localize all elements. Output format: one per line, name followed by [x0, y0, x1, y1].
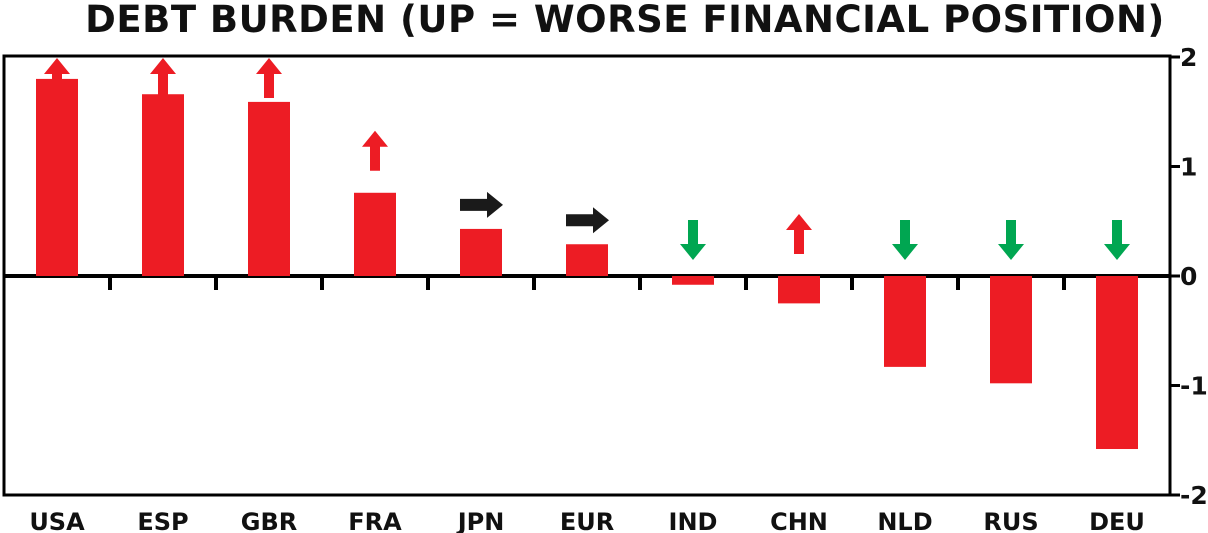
x-tick-label: DEU [1089, 508, 1145, 533]
bar-fra [354, 192, 396, 276]
x-tick-label: ESP [137, 508, 188, 533]
bar-gbr [248, 101, 290, 277]
x-tick-label: GBR [241, 508, 297, 533]
x-tick-label: USA [29, 508, 85, 533]
bar-chn [778, 276, 820, 304]
y-tick-label: 0 [1180, 262, 1197, 291]
bar-eur [566, 244, 608, 276]
bar-esp [142, 94, 184, 276]
trend-arrow-up-icon [786, 214, 812, 254]
x-tick-label: RUS [983, 508, 1038, 533]
trend-arrow-up-icon [256, 58, 282, 98]
y-tick-label: -2 [1180, 481, 1208, 510]
trend-arrow-right-icon [460, 191, 503, 218]
y-tick-label: 1 [1180, 153, 1197, 182]
x-tick-label: EUR [560, 508, 614, 533]
trend-arrow-down-icon [998, 220, 1024, 260]
chart-title: DEBT BURDEN (UP = WORSE FINANCIAL POSITI… [85, 0, 1165, 41]
x-tick-label: NLD [877, 508, 932, 533]
trend-arrow-up-icon [150, 58, 176, 98]
bar-nld [884, 276, 926, 367]
bar-rus [990, 276, 1032, 384]
trend-arrow-up-icon [44, 58, 70, 98]
x-tick-label: IND [669, 508, 718, 533]
bar-deu [1096, 276, 1138, 450]
x-tick-label: CHN [770, 508, 828, 533]
trend-arrow-right-icon [566, 207, 609, 234]
x-tick-label: FRA [348, 508, 402, 533]
y-tick-label: 2 [1180, 43, 1197, 72]
y-tick-label: -1 [1180, 372, 1208, 401]
x-tick-label: JPN [456, 508, 505, 533]
bar-ind [672, 276, 714, 285]
trend-arrow-down-icon [680, 220, 706, 260]
trend-arrow-down-icon [892, 220, 918, 260]
trend-arrow-down-icon [1104, 220, 1130, 260]
trend-arrow-up-icon [362, 130, 388, 171]
bar-jpn [460, 228, 502, 276]
bar-usa [36, 78, 78, 277]
